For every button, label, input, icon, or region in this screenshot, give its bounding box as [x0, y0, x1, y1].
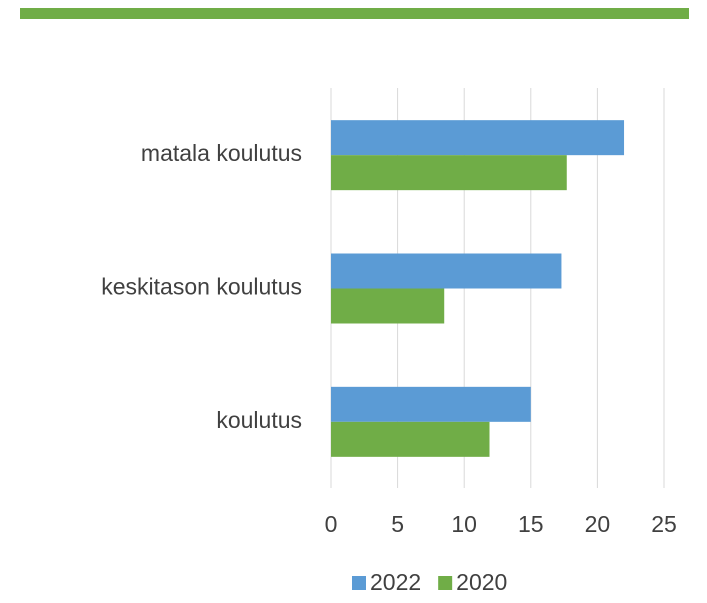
bar	[331, 155, 567, 191]
bar	[331, 253, 562, 289]
x-tick-label: 0	[325, 511, 338, 537]
bar	[331, 288, 445, 324]
x-tick-label: 10	[451, 511, 477, 537]
header-bar	[20, 8, 689, 19]
x-tick-label: 25	[651, 511, 677, 537]
category-label: matala koulutus	[141, 140, 302, 166]
category-label: keskitason koulutus	[101, 274, 302, 300]
x-tick-label: 15	[518, 511, 544, 537]
legend-label: 2022	[370, 569, 421, 595]
bar	[331, 386, 531, 422]
category-label: koulutus	[216, 407, 302, 433]
legend-swatch	[352, 576, 366, 590]
x-tick-label: 20	[585, 511, 611, 537]
x-tick-label: 5	[391, 511, 404, 537]
legend-swatch	[438, 576, 453, 590]
bar	[331, 421, 490, 457]
bar	[331, 120, 625, 156]
legend-label: 2020	[456, 569, 507, 595]
